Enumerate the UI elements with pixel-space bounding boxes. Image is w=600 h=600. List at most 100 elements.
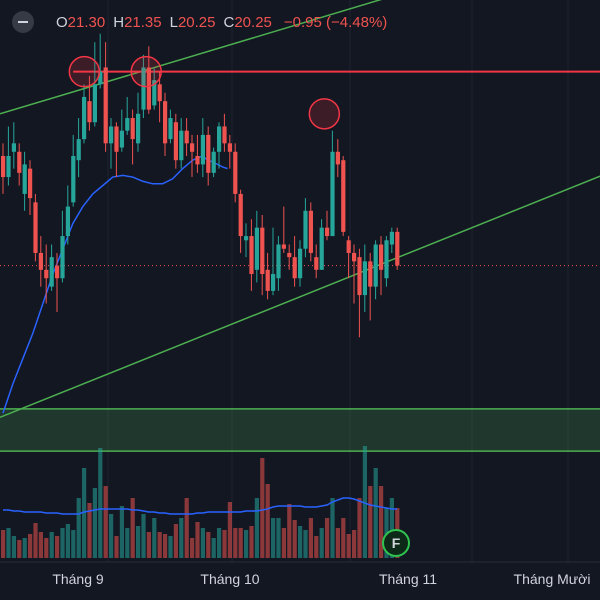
volume-bar <box>287 504 292 558</box>
open-value: 21.30 <box>67 13 106 31</box>
volume-bar <box>98 448 103 558</box>
volume-average-line <box>3 497 398 515</box>
candle-body <box>244 236 249 241</box>
candle-body <box>44 269 49 279</box>
time-axis-bg <box>0 562 600 600</box>
candle-body <box>362 261 367 296</box>
volume-bar <box>163 534 168 558</box>
candlestick-series <box>1 33 400 338</box>
candle-body <box>292 257 297 279</box>
candle-body <box>281 244 286 249</box>
candle-body <box>82 96 87 140</box>
volume-bar <box>157 532 162 558</box>
swing-high-marker <box>68 55 101 88</box>
candle-body <box>65 206 70 237</box>
candle-body <box>335 151 340 165</box>
volume-bar <box>319 528 324 558</box>
volume-badge-label: F <box>392 535 401 551</box>
volume-badge[interactable]: F <box>382 529 410 557</box>
candle-body <box>206 134 211 173</box>
close-value: 20.25 <box>234 13 272 31</box>
candle-body <box>325 227 330 237</box>
volume-bar <box>341 518 346 558</box>
volume-bar <box>373 468 378 558</box>
candle-body <box>179 130 184 161</box>
volume-bar <box>44 538 49 558</box>
candle-body <box>341 160 346 232</box>
volume-bar <box>195 522 200 558</box>
volume-bar <box>389 498 394 558</box>
volume-bar <box>141 514 146 558</box>
high-value: 21.35 <box>124 13 162 31</box>
candle-body <box>152 80 157 106</box>
volume-bar <box>65 524 70 558</box>
volume-bar <box>33 523 38 558</box>
volume-bar <box>368 486 373 558</box>
volume-bar <box>227 502 232 558</box>
time-axis-label: Tháng 11 <box>379 571 437 587</box>
candle-body <box>195 155 200 165</box>
candle-body <box>314 257 319 270</box>
volume-bar <box>11 536 16 558</box>
volume-bar <box>211 538 216 558</box>
candle-body <box>92 84 97 123</box>
volume-bar <box>55 536 60 558</box>
volume-bar <box>325 518 330 558</box>
candle-body <box>357 257 362 296</box>
high-label: H <box>113 13 125 31</box>
volume-bar <box>109 514 114 558</box>
candle-body <box>384 240 389 279</box>
candle-body <box>389 231 394 245</box>
candle-body <box>17 151 22 173</box>
candle-body <box>168 118 173 140</box>
volume-bar <box>249 526 254 558</box>
volume-bar <box>179 518 184 558</box>
candle-body <box>319 227 324 270</box>
volume-bar <box>1 530 6 558</box>
volume-bar <box>60 528 65 558</box>
volume-bar <box>168 536 173 558</box>
volume-bar <box>28 534 33 558</box>
candle-body <box>200 134 205 165</box>
volume-bar <box>130 498 135 558</box>
volume-bar <box>260 458 265 558</box>
candle-body <box>298 248 303 279</box>
volume-bar <box>357 498 362 558</box>
candle-body <box>55 265 60 279</box>
volume-bar <box>330 498 335 558</box>
volume-bar <box>238 528 243 558</box>
candle-body <box>271 274 276 291</box>
volume-bar <box>314 536 319 558</box>
volume-bar <box>6 528 11 558</box>
candle-body <box>163 101 168 144</box>
volume-bar <box>87 503 92 558</box>
swing-high-marker <box>308 98 341 130</box>
candle-body <box>49 257 54 287</box>
volume-bar <box>254 498 259 558</box>
support-zone <box>0 408 600 452</box>
swing-high-markers <box>68 55 341 130</box>
candle-body <box>303 210 308 249</box>
candle-body <box>71 155 76 203</box>
channel-upper-line <box>0 0 383 115</box>
volume-bar <box>190 538 195 558</box>
volume-badge-circle <box>382 529 410 557</box>
volume-bar <box>271 518 276 558</box>
minus-icon <box>18 21 28 23</box>
candle-body <box>22 164 27 194</box>
open-label: O <box>56 13 68 31</box>
candle-body <box>330 151 335 237</box>
volume-bar <box>17 540 22 558</box>
candle-body <box>227 143 232 152</box>
candle-body <box>233 151 238 194</box>
volume-bar <box>184 498 189 558</box>
candle-body <box>98 71 103 85</box>
volume-bar <box>49 532 54 558</box>
candle-body <box>217 126 222 152</box>
candle-body <box>114 126 119 152</box>
collapse-legend-button[interactable] <box>12 11 34 33</box>
volume-bar <box>379 486 384 558</box>
close-label: C <box>223 13 235 31</box>
volume-bar <box>76 498 81 558</box>
